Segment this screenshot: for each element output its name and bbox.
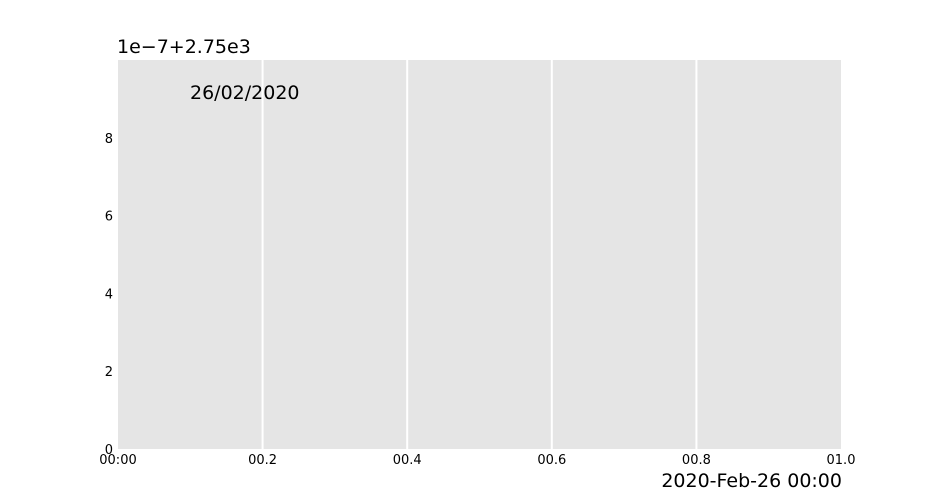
y-tick-label: 0 xyxy=(105,443,113,458)
date-annotation: 26/02/2020 xyxy=(190,82,300,104)
x-tick-label: 00.2 xyxy=(248,453,277,468)
y-axis-offset-label: 1e−7+2.75e3 xyxy=(117,36,251,58)
y-tick-label: 2 xyxy=(105,365,113,380)
y-tick-label: 6 xyxy=(105,210,113,225)
x-tick-label: 00.6 xyxy=(537,453,566,468)
y-axis-ticks: 0 2 4 6 8 xyxy=(105,132,113,458)
plot-background xyxy=(118,60,841,449)
x-gridlines xyxy=(261,60,698,449)
y-tick-label: 8 xyxy=(105,132,113,147)
x-axis-ticks: 00:00 00.2 00.4 00.6 00.8 01.0 xyxy=(99,453,855,468)
y-tick-label: 4 xyxy=(105,287,113,302)
x-tick-label: 00.4 xyxy=(393,453,422,468)
x-tick-label: 01.0 xyxy=(827,453,856,468)
x-tick-label: 00.8 xyxy=(682,453,711,468)
x-axis-date-offset-label: 2020-Feb-26 00:00 xyxy=(661,470,842,492)
x-tick-label: 00:00 xyxy=(99,453,136,468)
